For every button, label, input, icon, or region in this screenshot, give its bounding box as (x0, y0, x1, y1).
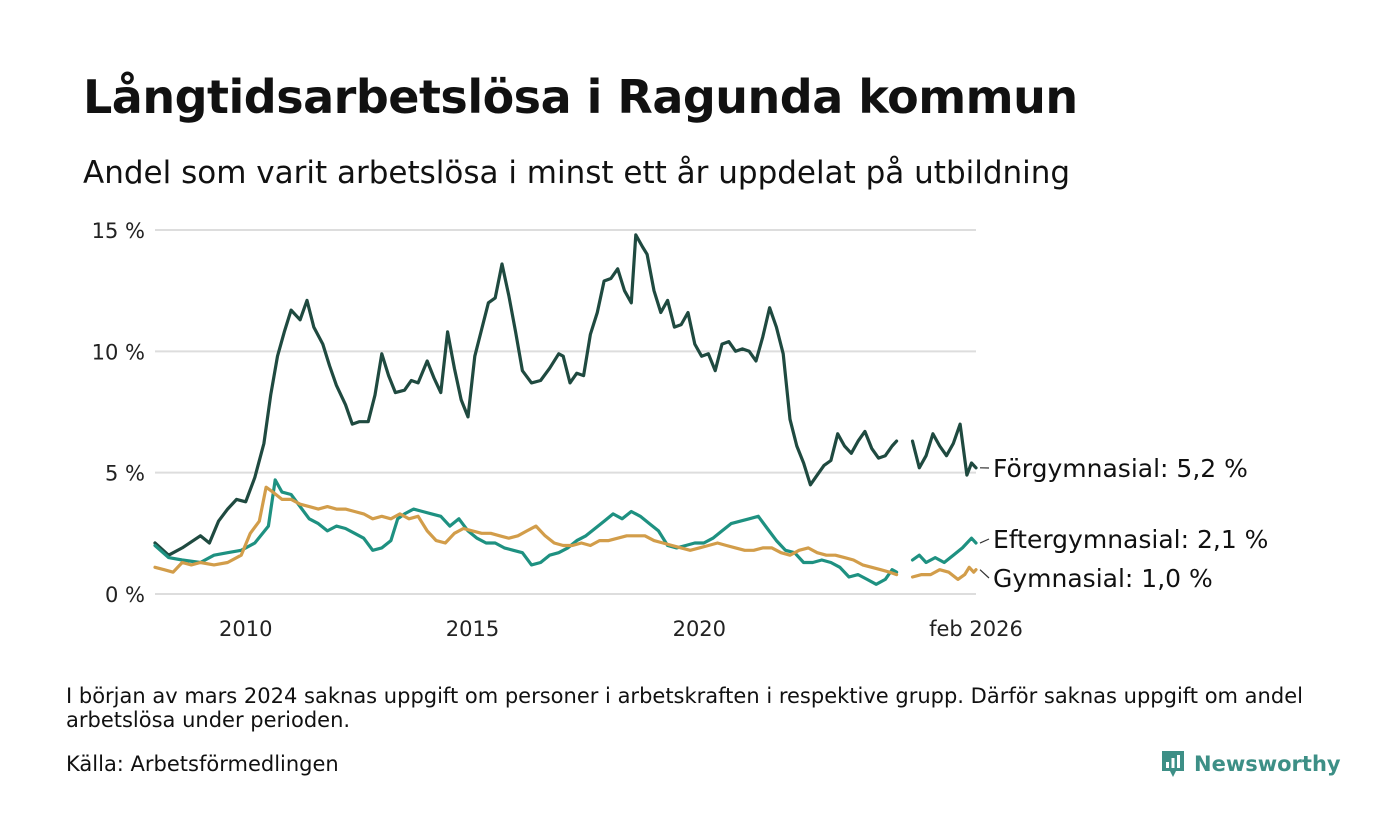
gridlines (155, 229, 976, 595)
label-leader (979, 569, 990, 579)
chart-title: Långtidsarbetslösa i Ragunda kommun (83, 70, 1078, 124)
y-tick-label: 5 % (105, 462, 145, 486)
y-axis: 0 % 5 % 10 % 15 % (92, 219, 145, 607)
footnote: I början av mars 2024 saknas uppgift om … (66, 684, 1303, 732)
series-end-labels: Förgymnasial: 5,2 % Eftergymnasial: 2,1 %… (979, 454, 1268, 593)
series-end-label: Förgymnasial: 5,2 % (993, 454, 1248, 483)
series-end-label: Eftergymnasial: 2,1 % (993, 525, 1268, 554)
brand-logo: Newsworthy (1160, 749, 1341, 779)
chart-subtitle: Andel som varit arbetslösa i minst ett å… (83, 155, 1071, 191)
x-axis: 2010 2015 2020 feb 2026 (219, 617, 1023, 641)
y-tick-label: 0 % (105, 583, 145, 607)
x-tick-label: 2010 (219, 617, 272, 641)
y-tick-label: 15 % (92, 219, 145, 243)
series-line-gymnasial (153, 485, 978, 581)
series-line-förgymnasial (153, 233, 978, 557)
series-end-label: Gymnasial: 1,0 % (993, 564, 1213, 593)
series-lines (153, 233, 978, 586)
label-leader (979, 538, 990, 544)
newsworthy-icon (1162, 751, 1184, 777)
y-tick-label: 10 % (92, 340, 145, 364)
brand-name: Newsworthy (1194, 752, 1341, 776)
x-tick-label: 2015 (446, 617, 499, 641)
x-tick-label: 2020 (673, 617, 726, 641)
x-tick-label: feb 2026 (929, 617, 1023, 641)
source-text: Källa: Arbetsförmedlingen (66, 752, 339, 776)
series-line-eftergymnasial (153, 478, 978, 586)
